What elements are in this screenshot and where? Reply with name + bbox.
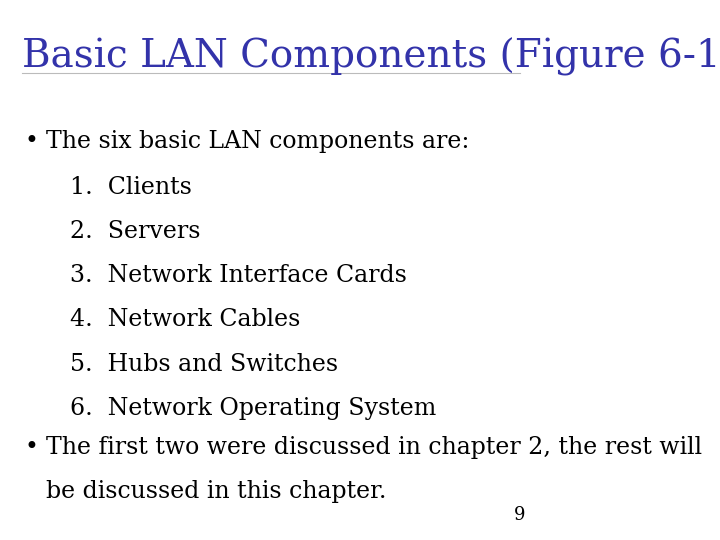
Text: 1.  Clients: 1. Clients — [71, 176, 192, 199]
Text: •: • — [24, 130, 38, 153]
Text: 2.  Servers: 2. Servers — [71, 220, 201, 243]
Text: The first two were discussed in chapter 2, the rest will: The first two were discussed in chapter … — [46, 436, 702, 459]
Text: 3.  Network Interface Cards: 3. Network Interface Cards — [71, 264, 408, 287]
Text: 4.  Network Cables: 4. Network Cables — [71, 308, 301, 332]
Text: be discussed in this chapter.: be discussed in this chapter. — [46, 480, 387, 503]
Text: The six basic LAN components are:: The six basic LAN components are: — [46, 130, 469, 153]
Text: 9: 9 — [514, 506, 526, 524]
Text: 5.  Hubs and Switches: 5. Hubs and Switches — [71, 353, 338, 376]
Text: •: • — [24, 436, 38, 459]
Text: Basic LAN Components (Figure 6-1): Basic LAN Components (Figure 6-1) — [22, 38, 720, 76]
Text: 6.  Network Operating System: 6. Network Operating System — [71, 397, 437, 420]
